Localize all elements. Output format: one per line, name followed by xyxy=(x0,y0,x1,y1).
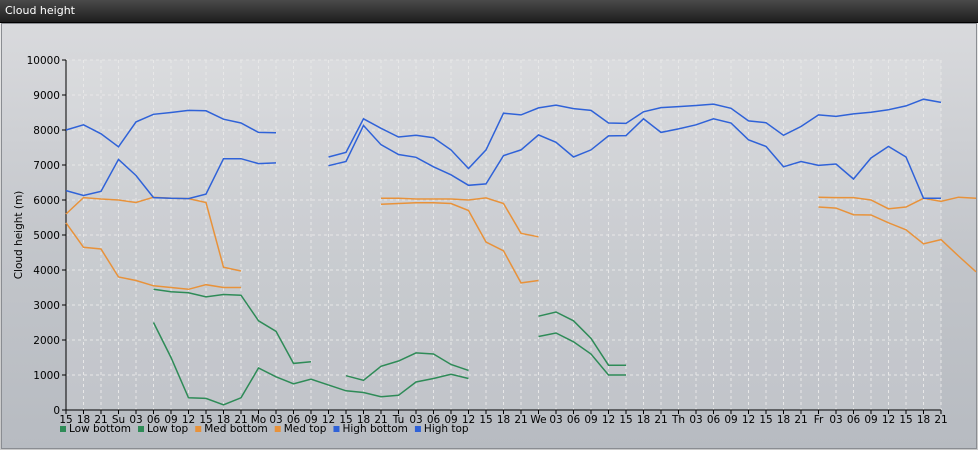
legend-swatch xyxy=(195,426,202,432)
y-tick-label: 5000 xyxy=(33,230,60,242)
series-line-low-top xyxy=(345,352,469,382)
series-line-med-top xyxy=(380,202,539,284)
x-tick-label: 15 xyxy=(899,414,912,426)
x-tick-label: 09 xyxy=(304,414,317,426)
x-tick-label: Su xyxy=(112,414,125,426)
y-tick-label: 6000 xyxy=(33,195,60,207)
x-tick-label: 12 xyxy=(742,414,755,426)
x-tick-label: 21 xyxy=(374,414,387,426)
x-tick-label: 18 xyxy=(917,414,930,426)
chart-panel xyxy=(1,23,977,449)
series-line-low-bottom xyxy=(152,322,469,406)
x-tick-label: 21 xyxy=(514,414,527,426)
x-tick-label: 06 xyxy=(427,414,441,426)
x-tick-label: 03 xyxy=(269,414,282,426)
series-line-low-top xyxy=(153,288,312,365)
x-tick-label: 21 xyxy=(654,414,667,426)
legend-label: Med bottom xyxy=(204,423,268,435)
y-tick-label: 1000 xyxy=(33,370,60,382)
series-line-high-bottom xyxy=(65,157,277,200)
legend-swatch xyxy=(274,426,281,432)
legend-swatch xyxy=(60,426,66,432)
x-tick-label: 21 xyxy=(934,414,947,426)
x-tick-label: 06 xyxy=(147,414,161,426)
series-line-low-bottom xyxy=(538,332,626,376)
x-tick-label: 15 xyxy=(59,414,72,426)
x-tick-label: 21 xyxy=(234,414,247,426)
series-line-med-bottom xyxy=(65,222,241,291)
x-tick-label: 12 xyxy=(182,414,195,426)
x-tick-label: 06 xyxy=(287,414,301,426)
x-tick-label: 15 xyxy=(759,414,772,426)
x-tick-label: 12 xyxy=(602,414,615,426)
x-tick-label: 09 xyxy=(584,414,597,426)
x-tick-label: We xyxy=(530,414,546,426)
y-tick-label: 2000 xyxy=(33,335,60,347)
legend-label: Low bottom xyxy=(69,423,131,435)
x-tick-label: 12 xyxy=(462,414,475,426)
x-tick-label: 09 xyxy=(864,414,877,426)
y-tick-label: 9000 xyxy=(33,90,60,102)
x-tick-label: 03 xyxy=(549,414,562,426)
y-tick-label: 0 xyxy=(53,405,60,417)
x-tick-label: Tu xyxy=(392,414,404,426)
data-lines xyxy=(65,98,977,406)
x-tick-label: 21 xyxy=(794,414,807,426)
x-tick-label: 18 xyxy=(777,414,790,426)
y-tick-label: 8000 xyxy=(33,125,60,137)
x-tick-label: 06 xyxy=(707,414,721,426)
x-tick-label: Fr xyxy=(814,414,824,426)
x-tick-label: Th xyxy=(671,414,685,426)
x-tick-label: 15 xyxy=(479,414,492,426)
x-tick-label: Mo xyxy=(251,414,266,426)
legend: Low bottom Low top Med bottom Med top High b… xyxy=(60,423,469,435)
x-tick-label: 06 xyxy=(567,414,581,426)
series-line-high-top xyxy=(65,109,277,148)
x-tick-label: 03 xyxy=(689,414,702,426)
window-title: Cloud height xyxy=(5,4,75,17)
x-tick-label: 18 xyxy=(497,414,510,426)
legend-label: Med top xyxy=(284,423,327,435)
x-tick-label: 09 xyxy=(724,414,737,426)
x-tick-label: 06 xyxy=(847,414,861,426)
axes: 0 1000 2000 3000 4000 5000 6000 7000 8000 9000 100… xyxy=(13,55,948,426)
y-tick-label: 7000 xyxy=(33,160,60,172)
x-tick-label: 15 xyxy=(339,414,352,426)
x-tick-label: 21 xyxy=(94,414,107,426)
x-tick-label: 12 xyxy=(322,414,335,426)
series-line-med-bottom xyxy=(381,197,539,238)
series-line-med-bottom xyxy=(818,206,977,273)
x-tick-label: 18 xyxy=(77,414,90,426)
y-tick-label: 4000 xyxy=(33,265,60,277)
legend-label: High top xyxy=(424,423,469,435)
series-line-high-bottom xyxy=(328,117,941,200)
title-bar: Cloud height xyxy=(0,0,978,23)
y-tick-label: 3000 xyxy=(33,300,60,312)
legend-label: Low top xyxy=(147,423,189,435)
legend-label: High bottom xyxy=(342,423,407,435)
x-tick-label: 03 xyxy=(129,414,142,426)
series-line-med-top xyxy=(818,196,977,210)
x-tick-label: 18 xyxy=(357,414,370,426)
x-tick-label: 18 xyxy=(637,414,650,426)
x-tick-label: 15 xyxy=(199,414,212,426)
series-line-high-top xyxy=(328,98,942,170)
y-axis-label: Cloud height (m) xyxy=(13,191,25,280)
legend-swatch xyxy=(414,426,421,432)
x-tick-label: 03 xyxy=(409,414,422,426)
x-tick-label: 12 xyxy=(882,414,895,426)
x-tick-label: 03 xyxy=(829,414,842,426)
x-tick-label: 15 xyxy=(619,414,632,426)
x-tick-label: 09 xyxy=(444,414,457,426)
series-line-low-top xyxy=(538,311,626,366)
x-tick-label: 09 xyxy=(164,414,177,426)
x-tick-label: 18 xyxy=(217,414,230,426)
y-tick-label: 10000 xyxy=(27,55,60,67)
legend-swatch xyxy=(138,426,144,432)
legend-swatch xyxy=(333,426,340,432)
